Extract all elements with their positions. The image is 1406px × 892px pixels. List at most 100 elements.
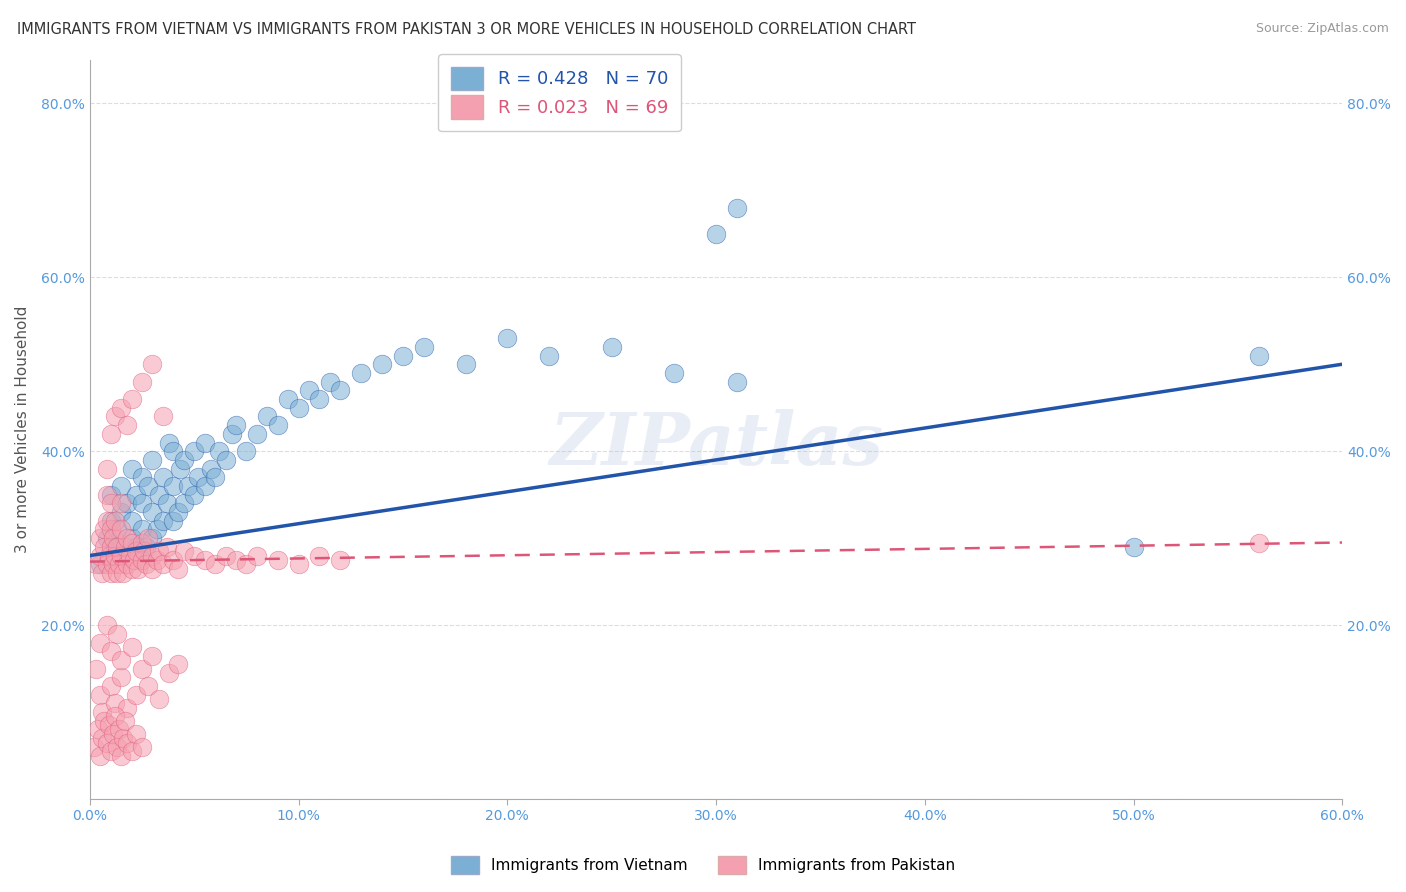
- Point: [91, 705, 114, 719]
- Point: [194, 553, 217, 567]
- Point: [131, 375, 153, 389]
- Point: [131, 553, 153, 567]
- Point: [122, 553, 145, 567]
- Point: [664, 366, 686, 380]
- Point: [162, 514, 184, 528]
- Point: [100, 566, 122, 580]
- Point: [91, 731, 114, 746]
- Point: [121, 514, 143, 528]
- Point: [214, 549, 236, 563]
- Point: [187, 470, 209, 484]
- Point: [392, 349, 415, 363]
- Point: [131, 523, 153, 537]
- Point: [125, 688, 148, 702]
- Point: [108, 558, 131, 572]
- Point: [121, 531, 143, 545]
- Point: [148, 488, 170, 502]
- Point: [166, 505, 188, 519]
- Point: [131, 662, 153, 676]
- Point: [135, 540, 157, 554]
- Point: [1122, 540, 1144, 554]
- Point: [235, 558, 257, 572]
- Point: [104, 697, 127, 711]
- Point: [121, 392, 143, 406]
- Point: [89, 748, 111, 763]
- Point: [200, 461, 222, 475]
- Point: [152, 470, 174, 484]
- Point: [329, 553, 352, 567]
- Point: [83, 739, 105, 754]
- Point: [725, 201, 748, 215]
- Point: [141, 648, 163, 663]
- Point: [110, 505, 132, 519]
- Point: [141, 453, 163, 467]
- Legend: Immigrants from Vietnam, Immigrants from Pakistan: Immigrants from Vietnam, Immigrants from…: [446, 850, 960, 880]
- Point: [121, 561, 143, 575]
- Point: [112, 566, 135, 580]
- Point: [100, 496, 122, 510]
- Point: [329, 384, 352, 398]
- Point: [100, 679, 122, 693]
- Point: [173, 544, 195, 558]
- Point: [96, 531, 118, 545]
- Point: [110, 748, 132, 763]
- Point: [105, 566, 128, 580]
- Text: ZIPatlas: ZIPatlas: [548, 409, 883, 480]
- Text: Source: ZipAtlas.com: Source: ZipAtlas.com: [1256, 22, 1389, 36]
- Point: [235, 444, 257, 458]
- Point: [496, 331, 519, 345]
- Point: [114, 714, 136, 728]
- Point: [117, 418, 139, 433]
- Point: [89, 531, 111, 545]
- Point: [156, 540, 179, 554]
- Point: [125, 544, 148, 558]
- Point: [117, 700, 139, 714]
- Point: [93, 540, 115, 554]
- Point: [166, 657, 188, 672]
- Point: [96, 461, 118, 475]
- Point: [89, 635, 111, 649]
- Point: [93, 523, 115, 537]
- Point: [141, 505, 163, 519]
- Point: [145, 553, 167, 567]
- Point: [277, 392, 299, 406]
- Point: [96, 735, 118, 749]
- Point: [141, 357, 163, 371]
- Point: [101, 558, 124, 572]
- Point: [96, 618, 118, 632]
- Point: [112, 731, 135, 746]
- Point: [183, 549, 205, 563]
- Point: [117, 735, 139, 749]
- Point: [704, 227, 727, 241]
- Point: [100, 540, 122, 554]
- Point: [600, 340, 623, 354]
- Point: [96, 514, 118, 528]
- Point: [156, 496, 179, 510]
- Point: [93, 714, 115, 728]
- Point: [141, 531, 163, 545]
- Point: [298, 384, 321, 398]
- Point: [319, 375, 342, 389]
- Point: [97, 549, 120, 563]
- Point: [104, 540, 127, 554]
- Point: [89, 549, 111, 563]
- Point: [246, 426, 269, 441]
- Point: [136, 679, 159, 693]
- Point: [91, 566, 114, 580]
- Point: [148, 692, 170, 706]
- Point: [104, 709, 127, 723]
- Point: [110, 523, 132, 537]
- Point: [166, 561, 188, 575]
- Point: [134, 544, 156, 558]
- Point: [125, 540, 148, 554]
- Point: [1247, 535, 1270, 549]
- Point: [105, 739, 128, 754]
- Point: [204, 470, 226, 484]
- Point: [110, 549, 132, 563]
- Legend: R = 0.428   N = 70, R = 0.023   N = 69: R = 0.428 N = 70, R = 0.023 N = 69: [439, 54, 681, 131]
- Point: [131, 739, 153, 754]
- Point: [162, 553, 184, 567]
- Point: [208, 444, 231, 458]
- Point: [538, 349, 561, 363]
- Point: [246, 549, 269, 563]
